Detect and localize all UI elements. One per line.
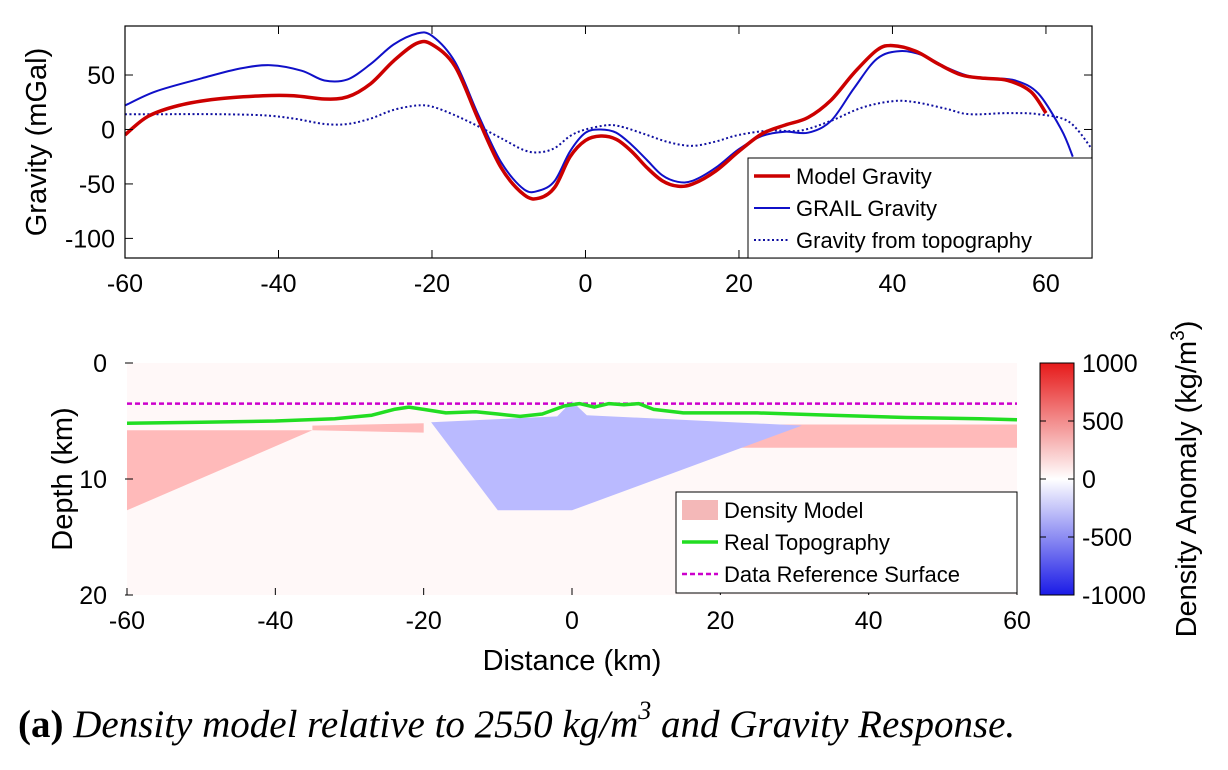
positive-density-block — [127, 430, 313, 511]
density-x-axis-label: Distance (km) — [483, 645, 662, 677]
gravity-plot-frame — [124, 25, 1093, 259]
gravity-y-axis-label: Gravity (mGal) — [21, 48, 53, 237]
gravity-x-tick-label: -20 — [414, 270, 450, 298]
gravity-x-tick-label: 40 — [879, 270, 907, 298]
negative-density-block — [431, 401, 802, 511]
figure-caption: (a) Density model relative to 2550 kg/m3… — [18, 696, 1218, 747]
density-x-tick-label: 40 — [855, 607, 883, 635]
density-x-tick-label: -60 — [109, 607, 145, 635]
gravity-x-tick-label: -40 — [260, 270, 296, 298]
colorbar-label: Density Anomaly (kg/m3) — [1168, 321, 1203, 638]
legend-grail-gravity: GRAIL Gravity — [796, 196, 937, 221]
colorbar-tick-label: 500 — [1082, 408, 1124, 436]
gravity-x-tick-label: 0 — [579, 270, 593, 298]
density-x-tick-label: 60 — [1003, 607, 1031, 635]
legend-data-reference: Data Reference Surface — [724, 562, 960, 587]
gravity-y-tick-label: -100 — [65, 225, 115, 253]
topography-gravity-line — [125, 99, 1092, 154]
gravity-x-tick-label: -60 — [107, 270, 143, 298]
gravity-x-tick-label: 20 — [725, 270, 753, 298]
gravity-y-tick-label: 0 — [101, 116, 115, 144]
gravity-legend: Model Gravity GRAIL Gravity Gravity from… — [747, 157, 1093, 259]
gravity-panel: -60 -40 -20 0 20 40 60 -100 -50 0 50 Gravity (mGa… — [21, 25, 1093, 298]
colorbar-tick-label: -500 — [1082, 524, 1132, 552]
density-x-tick-label: 0 — [565, 607, 579, 635]
positive-density-block — [735, 424, 1017, 448]
gravity-x-tick-label: 60 — [1032, 270, 1060, 298]
caption-label: (a) — [18, 703, 64, 746]
legend-topo-gravity: Gravity from topography — [796, 228, 1032, 253]
legend-density-model: Density Model — [724, 498, 863, 523]
legend-density-model-swatch — [682, 500, 718, 520]
density-y-tick-label: 20 — [79, 582, 107, 610]
density-legend: Density Model Real Topography Data Refer… — [675, 491, 1018, 594]
legend-real-topography: Real Topography — [724, 530, 890, 555]
legend-model-gravity: Model Gravity — [796, 164, 932, 189]
caption-text: Density model relative to 2550 kg/m3 and… — [73, 696, 1016, 746]
colorbar-tick-label: 1000 — [1082, 350, 1138, 378]
density-x-tick-label: 20 — [706, 607, 734, 635]
density-x-tick-label: -20 — [406, 607, 442, 635]
gravity-y-tick-label: 50 — [87, 62, 115, 90]
colorbar-tick-label: 0 — [1082, 466, 1096, 494]
colorbar-tick-label: -1000 — [1082, 582, 1146, 610]
density-x-tick-label: -40 — [257, 607, 293, 635]
density-y-tick-label: 10 — [79, 466, 107, 494]
density-legend-box — [675, 491, 1018, 594]
real-topography-line — [126, 401, 1018, 426]
colorbar: 1000 500 0 -500 -1000 Density Anomaly (kg/m3… — [1039, 321, 1203, 638]
density-panel: -60 -40 -20 0 20 40 60 0 10 20 Distance (km) Dep… — [47, 321, 1203, 677]
density-y-tick-label: 0 — [93, 350, 107, 378]
positive-density-block — [312, 423, 424, 433]
density-y-axis-label: Depth (km) — [47, 407, 79, 550]
gravity-y-tick-label: -50 — [79, 171, 115, 199]
gravity-legend-box — [747, 157, 1093, 259]
model-gravity-line — [125, 39, 1048, 201]
